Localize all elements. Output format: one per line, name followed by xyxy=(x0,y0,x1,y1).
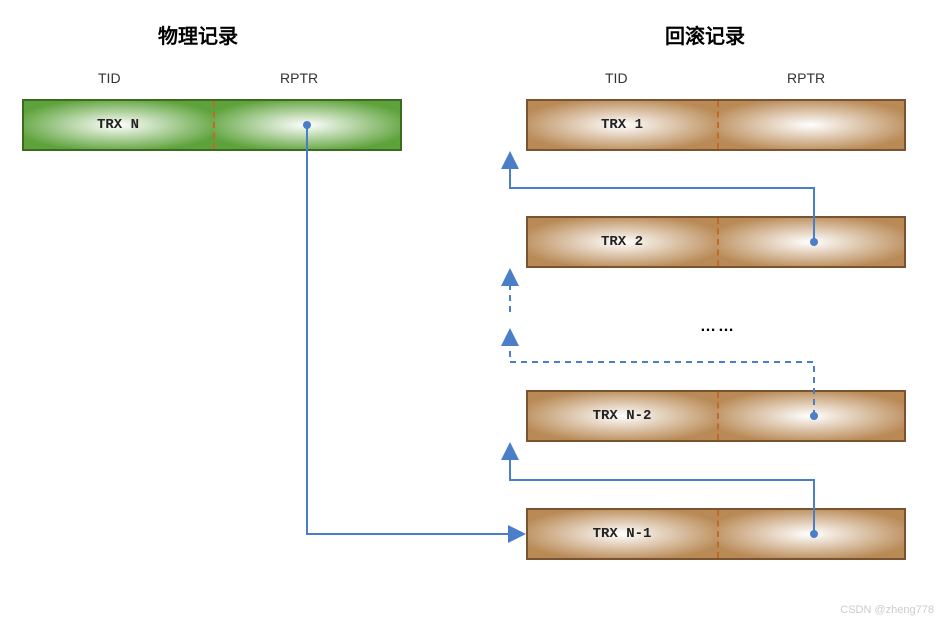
rollback-3-label: TRX N-1 xyxy=(593,526,652,542)
rollback-0-cell-rptr xyxy=(716,101,904,149)
rollback-3-cell-tid: TRX N-1 xyxy=(528,510,716,558)
rollback-3-cell-rptr xyxy=(716,510,904,558)
title-left: 物理记录 xyxy=(158,20,238,49)
physical-cell-rptr xyxy=(212,101,400,149)
watermark: CSDN @zheng778 xyxy=(840,604,934,616)
rollback-2-divider xyxy=(717,392,719,440)
rollback-1-cell-tid: TRX 2 xyxy=(528,218,716,266)
header-right-rptr: RPTR xyxy=(787,70,825,86)
rollback-1-divider xyxy=(717,218,719,266)
rollback-1-cell-rptr xyxy=(716,218,904,266)
header-left-rptr: RPTR xyxy=(280,70,318,86)
physical-cell-tid: TRX N xyxy=(24,101,212,149)
rollback-2-label: TRX N-2 xyxy=(593,408,652,424)
header-right-tid: TID xyxy=(605,70,628,86)
rollback-1-label: TRX 2 xyxy=(601,234,643,250)
ellipsis: …… xyxy=(700,318,736,336)
rollback-3-divider xyxy=(717,510,719,558)
header-left-tid: TID xyxy=(98,70,121,86)
rollback-2-cell-tid: TRX N-2 xyxy=(528,392,716,440)
rollback-0-cell-tid: TRX 1 xyxy=(528,101,716,149)
rollback-0-divider xyxy=(717,101,719,149)
physical-label: TRX N xyxy=(97,117,139,133)
rollback-2-cell-rptr xyxy=(716,392,904,440)
record-rollback-2: TRX N-2 xyxy=(526,390,906,442)
record-physical: TRX N xyxy=(22,99,402,151)
rollback-0-label: TRX 1 xyxy=(601,117,643,133)
arrow-phys-to-n1 xyxy=(307,125,524,534)
record-rollback-3: TRX N-1 xyxy=(526,508,906,560)
record-rollback-1: TRX 2 xyxy=(526,216,906,268)
record-rollback-0: TRX 1 xyxy=(526,99,906,151)
physical-divider xyxy=(213,101,215,149)
title-right: 回滚记录 xyxy=(665,20,745,49)
